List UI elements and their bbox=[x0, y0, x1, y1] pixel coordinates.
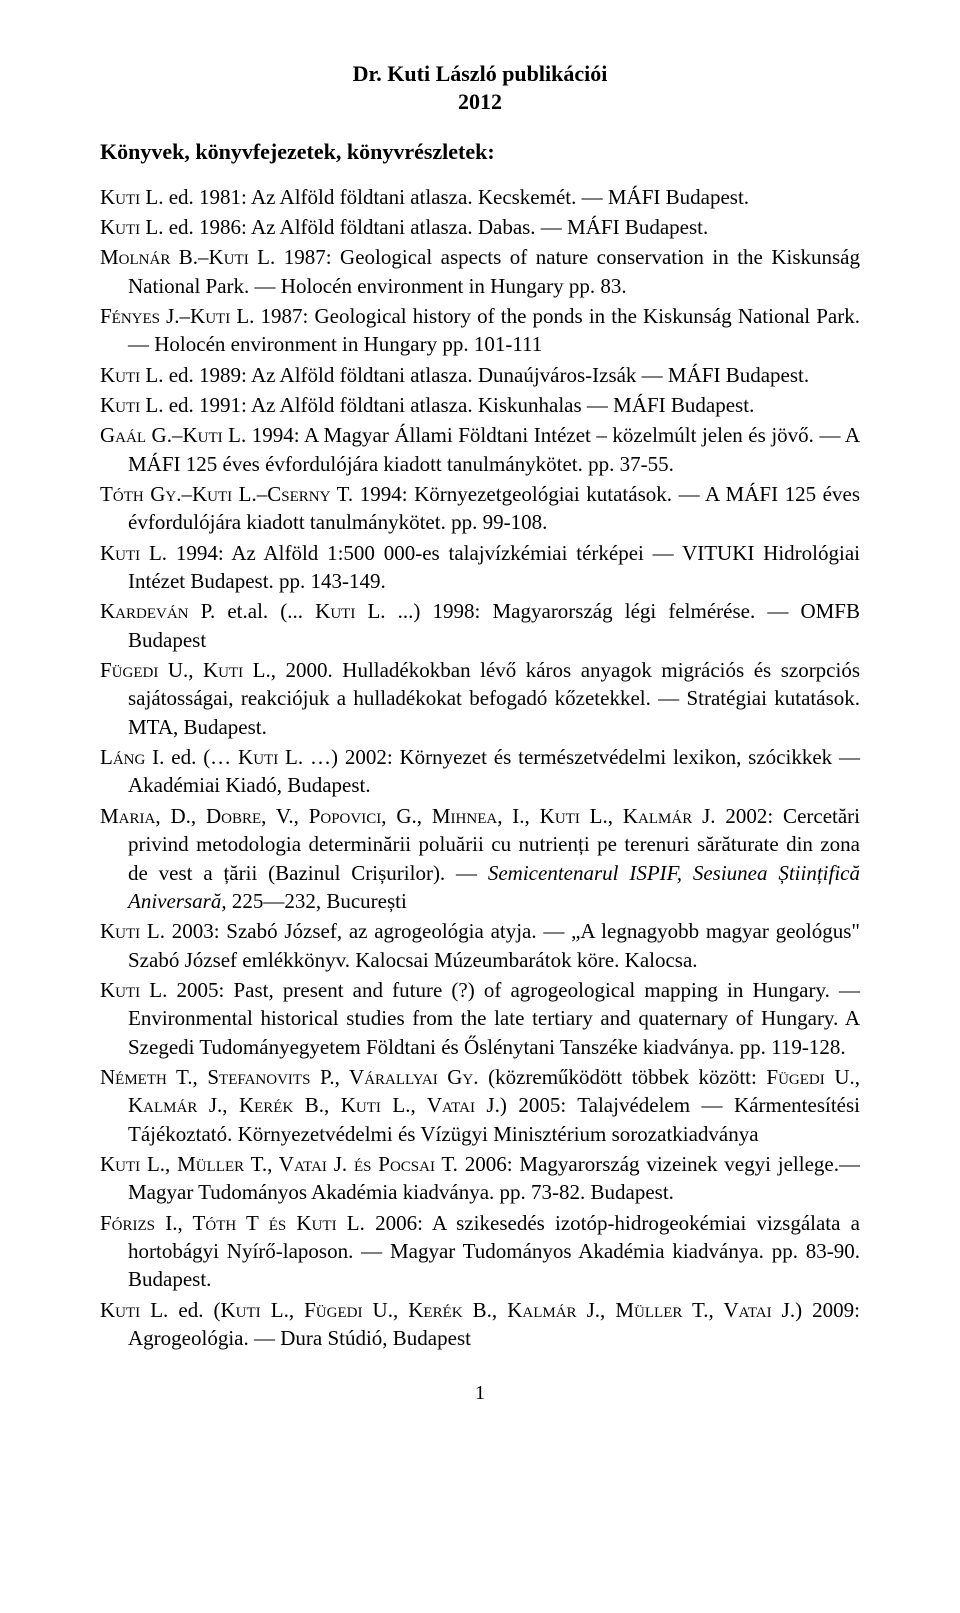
bibliography-entry: Maria, D., Dobre, V., Popovici, G., Mihn… bbox=[100, 802, 860, 915]
bibliography-entry: Kuti L. ed. (Kuti L., Fügedi U., Kerék B… bbox=[100, 1296, 860, 1353]
bibliography-entry: Kuti L. 2005: Past, present and future (… bbox=[100, 976, 860, 1061]
bibliography-entry: Gaál G.–Kuti L. 1994: A Magyar Állami Fö… bbox=[100, 421, 860, 478]
bibliography-entry: Kuti L. ed. 1989: Az Alföld földtani atl… bbox=[100, 361, 860, 389]
bibliography-entry: Kuti L., Müller T., Vatai J. és Pocsai T… bbox=[100, 1150, 860, 1207]
bibliography-entry: Kuti L. ed. 1981: Az Alföld földtani atl… bbox=[100, 183, 860, 211]
page-number: 1 bbox=[100, 1382, 860, 1405]
document-title: Dr. Kuti László publikációi bbox=[100, 60, 860, 89]
bibliography-entry: Fényes J.–Kuti L. 1987: Geological histo… bbox=[100, 302, 860, 359]
entries-list: Kuti L. ed. 1981: Az Alföld földtani atl… bbox=[100, 183, 860, 1353]
bibliography-entry: Kuti L. ed. 1991: Az Alföld földtani atl… bbox=[100, 391, 860, 419]
document-page: Dr. Kuti László publikációi 2012 Könyvek… bbox=[0, 0, 960, 1445]
bibliography-entry: Kuti L. 2003: Szabó József, az agrogeoló… bbox=[100, 917, 860, 974]
bibliography-entry: Tóth Gy.–Kuti L.–Cserny T. 1994: Környez… bbox=[100, 480, 860, 537]
bibliography-entry: Németh T., Stefanovits P., Várallyai Gy.… bbox=[100, 1063, 860, 1148]
bibliography-entry: Fügedi U., Kuti L., 2000. Hulladékokban … bbox=[100, 656, 860, 741]
bibliography-entry: Kuti L. 1994: Az Alföld 1:500 000-es tal… bbox=[100, 539, 860, 596]
bibliography-entry: Fórizs I., Tóth T és Kuti L. 2006: A szi… bbox=[100, 1209, 860, 1294]
document-year: 2012 bbox=[100, 89, 860, 115]
bibliography-entry: Láng I. ed. (… Kuti L. …) 2002: Környeze… bbox=[100, 743, 860, 800]
section-heading: Könyvek, könyvfejezetek, könyvrészletek: bbox=[100, 139, 860, 165]
bibliography-entry: Kuti L. ed. 1986: Az Alföld földtani atl… bbox=[100, 213, 860, 241]
bibliography-entry: Molnár B.–Kuti L. 1987: Geological aspec… bbox=[100, 243, 860, 300]
bibliography-entry: Kardeván P. et.al. (... Kuti L. ...) 199… bbox=[100, 597, 860, 654]
